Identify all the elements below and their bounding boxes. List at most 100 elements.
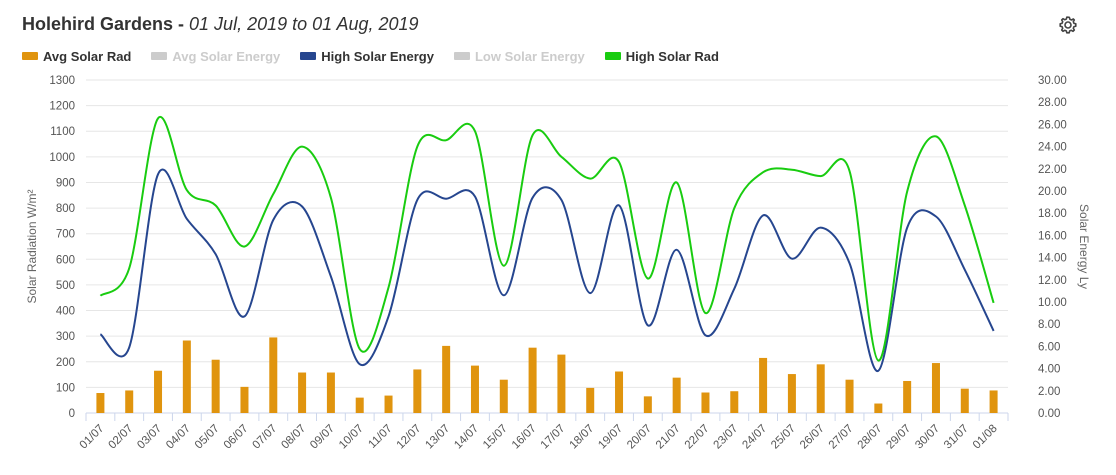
- x-tick-label: 21/07: [654, 423, 683, 452]
- title-separator: -: [173, 14, 190, 34]
- legend-swatch: [604, 52, 621, 60]
- legend-item[interactable]: High Solar Rad: [604, 48, 719, 64]
- x-tick-label: 25/07: [769, 423, 798, 452]
- bar[interactable]: [182, 340, 191, 413]
- bar[interactable]: [298, 372, 307, 413]
- right-tick-label: 16.00: [1038, 230, 1067, 242]
- x-tick-label: 19/07: [596, 423, 625, 452]
- x-tick-label: 09/07: [308, 423, 337, 452]
- x-tick-label: 24/07: [740, 423, 769, 452]
- bar[interactable]: [845, 379, 854, 413]
- bar[interactable]: [874, 403, 883, 413]
- bar[interactable]: [557, 354, 566, 413]
- legend-label: High Solar Rad: [625, 48, 719, 64]
- legend-item[interactable]: Low Solar Energy: [453, 49, 585, 64]
- right-tick-label: 0.00: [1038, 408, 1060, 420]
- right-tick-label: 22.00: [1038, 164, 1067, 176]
- right-tick-label: 30.00: [1038, 75, 1067, 87]
- bar[interactable]: [269, 337, 278, 413]
- legend-swatch: [22, 52, 38, 60]
- right-tick-label: 20.00: [1038, 186, 1067, 198]
- legend: Avg Solar Rad Avg Solar Energy High Solar …: [22, 47, 739, 65]
- bar[interactable]: [125, 390, 134, 413]
- x-tick-label: 02/07: [107, 423, 136, 452]
- legend-label: Avg Solar Energy: [172, 48, 281, 64]
- legend-item[interactable]: Avg Solar Energy: [151, 49, 280, 64]
- right-tick-label: 2.00: [1038, 386, 1060, 398]
- legend-label: Avg Solar Rad: [43, 48, 132, 64]
- bar[interactable]: [470, 365, 479, 413]
- x-tick-label: 08/07: [279, 423, 308, 452]
- bar[interactable]: [931, 363, 940, 413]
- bar[interactable]: [730, 391, 739, 413]
- x-tick-label: 30/07: [913, 423, 942, 452]
- gear-icon[interactable]: [1058, 15, 1078, 35]
- x-tick-label: 26/07: [798, 423, 827, 452]
- x-tick-label: 29/07: [884, 423, 913, 452]
- bar[interactable]: [499, 379, 508, 413]
- right-tick-label: 14.00: [1038, 253, 1067, 265]
- x-tick-label: 31/07: [942, 423, 971, 452]
- bar[interactable]: [960, 388, 969, 413]
- left-tick-label: 700: [56, 229, 75, 241]
- x-tick-label: 10/07: [337, 423, 366, 452]
- left-tick-label: 400: [56, 306, 75, 318]
- bar[interactable]: [355, 397, 364, 413]
- bar[interactable]: [787, 374, 796, 413]
- legend-swatch: [453, 52, 470, 60]
- bar[interactable]: [442, 345, 451, 413]
- left-tick-label: 100: [56, 382, 75, 394]
- x-tick-label: 07/07: [251, 423, 280, 452]
- bar[interactable]: [816, 364, 825, 413]
- bar[interactable]: [240, 386, 249, 413]
- right-tick-label: 8.00: [1038, 319, 1060, 331]
- bar[interactable]: [96, 393, 105, 413]
- x-tick-label: 20/07: [625, 423, 654, 452]
- x-tick-label: 01/07: [78, 423, 107, 452]
- series-line[interactable]: [99, 168, 995, 372]
- left-tick-label: 1300: [49, 75, 75, 87]
- right-tick-label: 6.00: [1038, 341, 1060, 353]
- x-tick-label: 22/07: [683, 423, 712, 452]
- series-line[interactable]: [99, 115, 995, 362]
- right-tick-label: 10.00: [1038, 297, 1067, 309]
- bar[interactable]: [903, 380, 912, 413]
- bar[interactable]: [326, 372, 335, 413]
- x-tick-label: 15/07: [481, 423, 510, 452]
- x-tick-label: 28/07: [856, 423, 885, 452]
- legend-item[interactable]: High Solar Energy: [300, 49, 434, 64]
- bar-series: [96, 337, 998, 413]
- x-tick-label: 06/07: [222, 423, 251, 452]
- x-tick-label: 16/07: [510, 423, 539, 452]
- right-tick-label: 24.00: [1038, 142, 1067, 154]
- x-tick-label: 18/07: [568, 423, 597, 452]
- x-tick-label: 14/07: [452, 423, 481, 452]
- bar[interactable]: [528, 347, 537, 413]
- right-tick-label: 28.00: [1038, 97, 1067, 109]
- bar[interactable]: [413, 369, 422, 413]
- station-name: Holehird Gardens: [22, 14, 174, 34]
- right-axis-ticks: 0.00 2.00 4.00 6.00 8.00 10.00 12.00 14.00 16.00…: [1038, 75, 1067, 420]
- legend-swatch: [151, 52, 168, 60]
- bar[interactable]: [384, 395, 393, 413]
- bar[interactable]: [701, 392, 710, 413]
- x-tick-label: 01/08: [971, 423, 1000, 452]
- bar[interactable]: [759, 357, 768, 413]
- bar[interactable]: [643, 396, 652, 413]
- gridlines: [86, 79, 1008, 414]
- legend-item[interactable]: Avg Solar Rad: [22, 49, 131, 64]
- line-series: [99, 115, 995, 372]
- legend-swatch: [300, 52, 317, 60]
- right-tick-label: 4.00: [1038, 364, 1060, 376]
- chart-title: Holehird Gardens - 01 Jul, 2019 to 01 Au…: [22, 14, 419, 35]
- bar[interactable]: [672, 377, 681, 413]
- bar[interactable]: [615, 371, 624, 413]
- left-axis-title: Solar Radiation W/m²: [25, 189, 39, 303]
- bar[interactable]: [154, 370, 163, 413]
- left-tick-label: 600: [56, 254, 75, 266]
- bar[interactable]: [586, 387, 595, 413]
- left-tick-label: 1000: [49, 152, 75, 164]
- bar[interactable]: [211, 359, 220, 413]
- bar[interactable]: [989, 390, 998, 413]
